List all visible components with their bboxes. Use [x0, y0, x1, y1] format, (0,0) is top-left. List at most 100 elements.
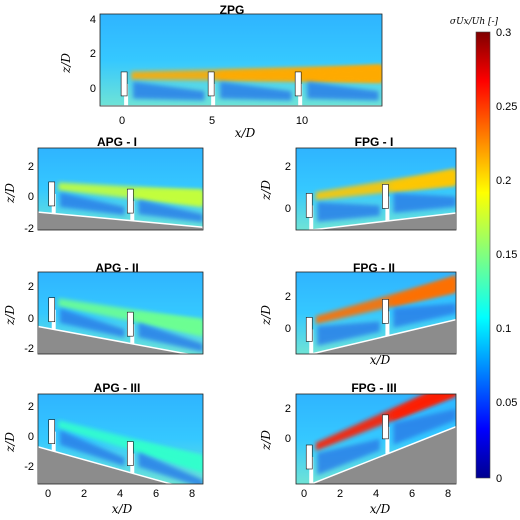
- wake-shear-layer: [392, 394, 456, 421]
- colorbar-tick-3: 0.15: [496, 249, 517, 261]
- fpg-iii-ytick-0: 2: [285, 403, 291, 415]
- turbine-rotor: [294, 71, 302, 97]
- turbine-rotor: [48, 181, 56, 207]
- apg-ii-plot-area: [37, 271, 204, 355]
- wake-shear-layer: [137, 189, 203, 207]
- zpg-xtick-2: 10: [296, 115, 308, 127]
- turbine-rotor: [126, 188, 134, 214]
- fpg-ii-ylabel: z/D: [259, 305, 273, 326]
- plot-frame: [295, 271, 457, 355]
- terrain: [307, 318, 456, 354]
- plot-frame: [37, 271, 204, 355]
- wake-core: [393, 303, 456, 328]
- apg-iii-ytick-1: 0: [28, 431, 34, 443]
- turbine-tower: [309, 457, 314, 484]
- apg-i-ytick-0: 2: [28, 161, 34, 173]
- field-layer: [296, 394, 456, 484]
- wake-core: [220, 81, 292, 101]
- wake-core: [317, 321, 380, 346]
- fpg-ii-panel: FPG - II z/D x/D 2 0: [259, 261, 457, 367]
- colorbar-tick-6: 0: [496, 473, 502, 485]
- apg-i-title: APG - I: [97, 135, 137, 149]
- wake-core: [307, 81, 379, 101]
- wake-shear-layer: [305, 65, 382, 82]
- apg-iii-plot-area: [37, 393, 204, 485]
- fpg-i-panel: FPG - I z/D 2 0: [259, 135, 457, 231]
- wake-core: [138, 199, 203, 223]
- turbine-rotor: [126, 311, 134, 337]
- turbine-tower: [385, 196, 390, 222]
- apg-iii-panel: APG - III z/D x/D 2 0 -2 0 2 4 6 8: [3, 381, 204, 516]
- apg-i-panel: APG - I z/D 2 0 -2: [3, 135, 204, 235]
- apg-iii-ytick-2: -2: [24, 461, 34, 473]
- plot-frame: [37, 147, 204, 231]
- zpg-title: ZPG: [220, 3, 245, 17]
- turbine-rotor: [305, 444, 313, 470]
- fpg-iii-xtick-0: 0: [301, 488, 307, 500]
- zpg-ytick-2: 0: [90, 83, 96, 95]
- colorbar-tick-1: 0.25: [496, 101, 517, 113]
- plot-frame: [37, 393, 204, 485]
- colorbar-tick-4: 0.1: [496, 323, 511, 335]
- turbine-rotor: [48, 419, 56, 444]
- fpg-i-ytick-0: 2: [285, 161, 291, 173]
- colorbar-gradient: [475, 31, 491, 479]
- zpg-plot-area: [99, 13, 383, 107]
- turbine-tower: [309, 329, 314, 354]
- wake-shear-layer: [137, 312, 203, 336]
- colorbar-tick-5: 0.05: [496, 397, 517, 409]
- apg-iii-xtick-0: 0: [45, 488, 51, 500]
- colorbar-tick-2: 0.2: [496, 175, 511, 187]
- terrain: [38, 325, 192, 354]
- apg-iii-ytick-0: 2: [28, 401, 34, 413]
- plot-frame: [295, 393, 457, 485]
- wake-core: [317, 202, 380, 222]
- zpg-ytick-1: 2: [90, 48, 96, 60]
- apg-ii-ytick-0: 2: [28, 281, 34, 293]
- terrain: [304, 212, 456, 230]
- apg-ii-ylabel: z/D: [3, 305, 17, 326]
- zpg-xlabel: x/D: [235, 126, 256, 140]
- apg-ii-ytick-1: 0: [28, 313, 34, 325]
- apg-i-ylabel: z/D: [3, 183, 17, 204]
- field-layer: [38, 394, 203, 484]
- wake-core: [60, 308, 125, 338]
- turbine-rotor: [305, 317, 313, 342]
- turbine-rotor: [120, 71, 128, 97]
- turbine-rotor: [305, 193, 313, 218]
- fpg-iii-ylabel: z/D: [259, 430, 273, 451]
- wake-core: [133, 81, 205, 101]
- zpg-xtick-1: 5: [209, 115, 215, 127]
- wake-core: [393, 408, 456, 445]
- wake-shear-layer: [392, 169, 456, 192]
- apg-iii-ylabel: z/D: [3, 432, 17, 453]
- fpg-iii-panel: FPG - III z/D x/D 2 0 0 2 4 6 8: [259, 381, 457, 516]
- turbine-rotor: [382, 299, 389, 324]
- wake-shear-layer: [137, 442, 203, 472]
- apg-i-plot-area: [37, 147, 204, 231]
- fpg-iii-xtick-2: 4: [373, 488, 379, 500]
- turbine-tower: [309, 205, 314, 230]
- wake-core: [138, 322, 203, 352]
- fpg-iii-xtick-4: 8: [445, 488, 451, 500]
- fpg-i-title: FPG - I: [355, 135, 394, 149]
- wake-core: [60, 192, 125, 216]
- plot-frame: [99, 13, 383, 107]
- fpg-iii-xtick-1: 2: [337, 488, 343, 500]
- zpg-panel: ZPG z/D x/D 4 2 0 0 5 10: [59, 3, 383, 140]
- fpg-iii-plot-area: [295, 393, 457, 485]
- turbine-rotor: [382, 414, 389, 440]
- fpg-iii-title: FPG - III: [351, 381, 396, 395]
- turbine-rotor: [207, 71, 215, 97]
- zpg-xtick-0: 0: [119, 115, 125, 127]
- apg-iii-xtick-3: 6: [153, 488, 159, 500]
- fpg-i-plot-area: [295, 147, 457, 231]
- apg-iii-xlabel: x/D: [112, 502, 133, 516]
- field-layer: [100, 14, 382, 106]
- field-layer: [296, 148, 456, 230]
- turbine-rotor: [382, 184, 389, 209]
- apg-ii-panel: APG - II z/D 2 0 -2: [3, 261, 204, 355]
- apg-ii-title: APG - II: [95, 261, 138, 275]
- fpg-ii-title: FPG - II: [353, 261, 395, 275]
